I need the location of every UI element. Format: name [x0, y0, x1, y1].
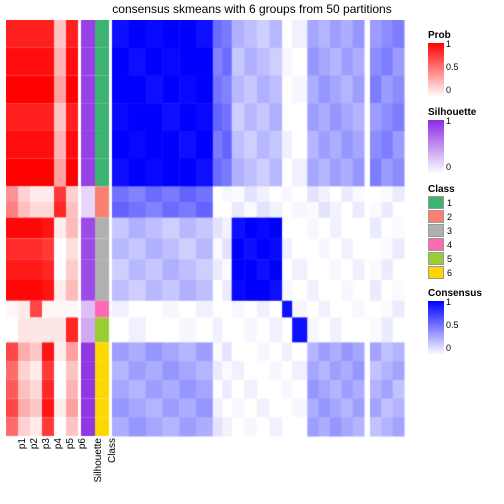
legend-prob-title: Prob: [428, 30, 500, 41]
chart-title: consensus skmeans with 6 groups from 50 …: [0, 2, 504, 16]
legend-class-item: 3: [428, 224, 500, 237]
x-label: p1: [17, 438, 28, 496]
x-label: p6: [77, 438, 88, 496]
legend-class-swatches: 123456: [428, 196, 500, 279]
legend-class-item: 5: [428, 252, 500, 265]
x-label: p5: [65, 438, 76, 496]
x-label: p3: [41, 438, 52, 496]
x-label: Silhouette: [93, 438, 104, 496]
legend-cons-title: Consensus: [428, 288, 500, 299]
legend-class-item: 2: [428, 210, 500, 223]
legend-silhouette-bar: 10: [428, 120, 444, 174]
legend-consensus-bar: 10.50: [428, 301, 444, 355]
x-label: p4: [53, 438, 64, 496]
legend-class-item: 1: [428, 196, 500, 209]
legend-class-title: Class: [428, 184, 500, 195]
legend-prob-bar: 10.50: [428, 43, 444, 97]
x-label: Class: [107, 438, 118, 496]
x-label: p2: [29, 438, 40, 496]
legend-sil-title: Silhouette: [428, 107, 500, 118]
consensus-heatmap: [6, 20, 424, 504]
legend-panel: Prob 10.50 Silhouette 10 Class 123456 Co…: [428, 30, 500, 365]
legend-class-item: 4: [428, 238, 500, 251]
legend-class-item: 6: [428, 266, 500, 279]
